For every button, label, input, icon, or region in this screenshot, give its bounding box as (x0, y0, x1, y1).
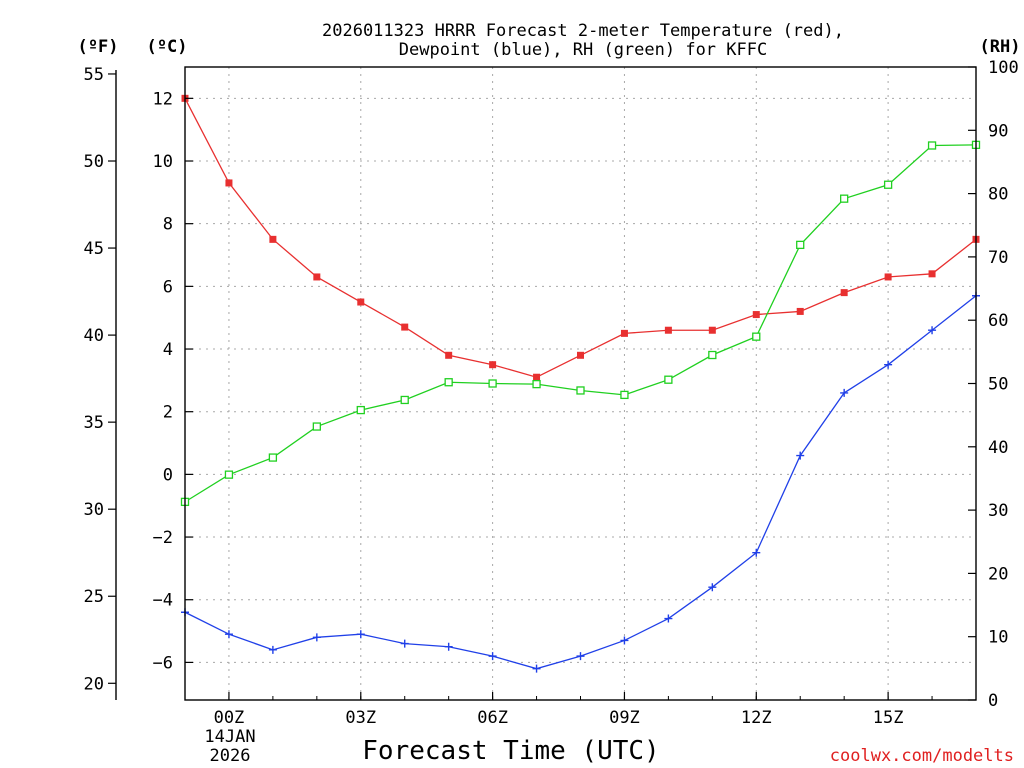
rh-point (927, 141, 937, 150)
rh-point (444, 378, 453, 387)
rh-point (356, 405, 365, 415)
temperature-point (533, 373, 541, 381)
credit-link[interactable]: coolwx.com/modelts (830, 746, 1014, 766)
rh-tick-label: 90 (988, 121, 1008, 141)
celsius-tick-label: 12 (153, 89, 173, 109)
fahrenheit-tick-label: 30 (84, 500, 104, 520)
dewpoint-point (400, 639, 409, 648)
dewpoint-point (928, 326, 937, 335)
temperature-point (796, 307, 804, 315)
fahrenheit-tick-label: 35 (84, 413, 104, 433)
dewpoint-point (488, 652, 497, 661)
fahrenheit-unit-label: (ºF) (78, 37, 119, 57)
temperature-point (269, 235, 277, 243)
rh-tick-label: 80 (988, 185, 1008, 205)
dewpoint-point (796, 451, 805, 460)
dewpoint-point (312, 633, 321, 642)
date-label-month: 14JAN (204, 727, 255, 747)
x-tick-label: 12Z (741, 708, 772, 728)
x-tick-label: 09Z (609, 708, 640, 728)
temperature-point (225, 179, 233, 187)
rh-tick-label: 0 (988, 691, 998, 711)
celsius-unit-label: (ºC) (147, 37, 188, 57)
celsius-tick-label: 10 (153, 152, 173, 172)
rh-point (268, 453, 278, 462)
temperature-point (708, 326, 716, 334)
dewpoint-point (444, 642, 453, 651)
temperature-point (664, 326, 672, 334)
temperature-point (489, 361, 497, 369)
rh-point (620, 390, 629, 400)
dewpoint-point (840, 388, 849, 397)
rh-tick-label: 50 (988, 375, 1008, 395)
dewpoint-point (708, 583, 717, 592)
dewpoint-point (532, 664, 541, 673)
rh-point (488, 379, 497, 388)
temperature-point (884, 273, 892, 281)
date-label-year: 2026 (210, 746, 251, 766)
rh-tick-label: 70 (988, 248, 1008, 268)
rh-point (664, 375, 673, 384)
rh-tick-label: 10 (988, 628, 1008, 648)
temperature-point (445, 351, 453, 359)
fahrenheit-tick-label: 40 (84, 326, 104, 346)
temperature-point (357, 298, 365, 306)
fahrenheit-tick-label: 45 (84, 239, 104, 259)
rh-point (708, 350, 717, 360)
rh-point (400, 395, 409, 405)
rh-point (312, 422, 321, 431)
fahrenheit-tick-label: 50 (84, 152, 104, 172)
grid-lines (185, 67, 976, 700)
dewpoint-point (224, 630, 233, 639)
rh-point (752, 332, 761, 341)
x-axis-title: Forecast Time (UTC) (362, 736, 659, 766)
temperature-point (313, 273, 321, 281)
celsius-tick-label: 4 (163, 340, 173, 360)
dewpoint-point (268, 645, 277, 654)
x-tick-label: 03Z (345, 708, 376, 728)
axes: 00Z 03Z 06Z 09Z 12Z 15Z121086420−2−4−65550454… (84, 58, 1019, 728)
dewpoint-point (576, 652, 585, 661)
data-series (180, 94, 981, 673)
celsius-tick-label: −6 (153, 653, 173, 673)
dewpoint-point (752, 548, 761, 557)
rh-tick-label: 20 (988, 564, 1008, 584)
rh-point (883, 180, 893, 189)
rh-tick-label: 30 (988, 501, 1008, 521)
x-tick-label: 15Z (873, 708, 904, 728)
celsius-tick-label: 0 (163, 465, 173, 485)
celsius-tick-label: 2 (163, 403, 173, 423)
fahrenheit-tick-label: 20 (84, 674, 104, 694)
fahrenheit-tick-label: 55 (84, 65, 104, 85)
temperature-point (620, 329, 628, 337)
celsius-tick-label: 8 (163, 215, 173, 235)
fahrenheit-tick-label: 25 (84, 587, 104, 607)
temperature-point (577, 351, 584, 359)
rh-point (796, 240, 805, 250)
x-tick-label: 06Z (477, 708, 508, 728)
temperature-point (401, 323, 409, 331)
rh-point (576, 386, 585, 395)
dewpoint-point (356, 630, 365, 639)
dewpoint-point (884, 360, 893, 369)
x-tick-label: 00Z (214, 708, 245, 728)
temperature-point (928, 270, 936, 278)
chart-title-line1: 2026011323 HRRR Forecast 2-meter Tempera… (322, 21, 844, 41)
rh-tick-label: 40 (988, 438, 1008, 458)
temperature-point (752, 311, 760, 319)
rh-tick-label: 100 (988, 58, 1019, 78)
temperature-point (840, 289, 848, 297)
rh-point (224, 470, 234, 479)
celsius-tick-label: −4 (153, 591, 173, 611)
dewpoint-point (664, 614, 673, 623)
rh-tick-label: 60 (988, 311, 1008, 331)
rh-unit-label: (RH) (980, 37, 1021, 57)
celsius-tick-label: −2 (153, 528, 173, 548)
rh-point (532, 379, 541, 389)
celsius-tick-label: 6 (163, 277, 173, 297)
chart-title-line2: Dewpoint (blue), RH (green) for KFFC (399, 40, 767, 60)
dewpoint-point (620, 636, 629, 645)
rh-point (840, 194, 849, 203)
